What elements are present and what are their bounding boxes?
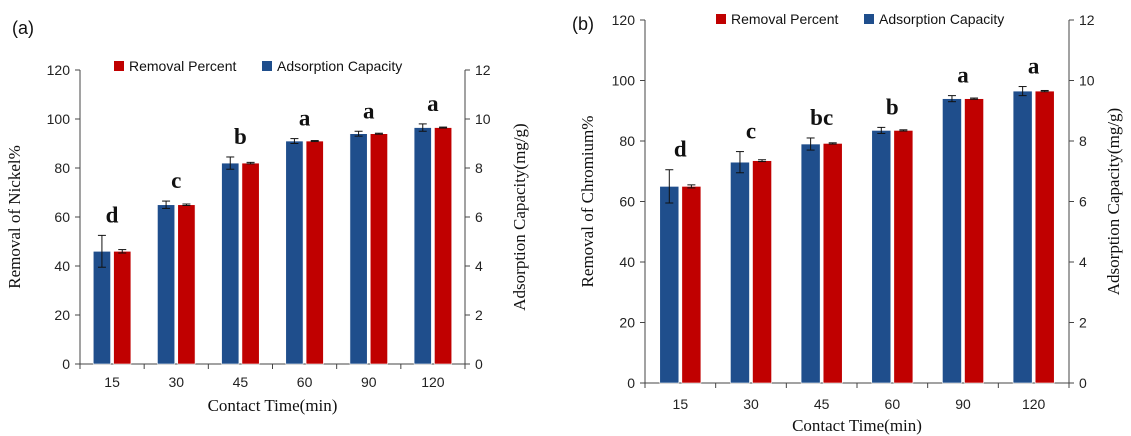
y-axis-label-right: Adsorption Capacity(mg/g): [510, 123, 529, 310]
x-tick-label: 30: [168, 374, 184, 390]
y-tick-label-right: 4: [475, 258, 483, 274]
removal-percent-bar: [1034, 90, 1055, 384]
y-tick-label-left: 60: [619, 194, 635, 210]
x-tick-label: 45: [814, 396, 830, 412]
significance-letter: c: [171, 168, 181, 193]
y-tick-label-right: 0: [1079, 375, 1087, 391]
legend-label: Adsorption Capacity: [879, 11, 1004, 27]
y-axis-label-left: Removal of Nickel%: [5, 145, 24, 289]
y-tick-label-left: 100: [47, 111, 71, 127]
adsorption-capacity-bar: [221, 162, 240, 365]
adsorption-capacity-bar: [871, 130, 892, 384]
removal-percent-bar: [893, 130, 914, 384]
removal-percent-bar: [681, 186, 702, 384]
removal-percent-bar: [369, 133, 388, 365]
significance-letter: a: [363, 98, 375, 123]
panel-label: (a): [12, 18, 34, 38]
adsorption-capacity-bar: [92, 251, 111, 365]
adsorption-capacity-bar: [659, 186, 680, 384]
x-tick-label: 15: [673, 396, 689, 412]
removal-percent-bar: [434, 127, 453, 365]
y-tick-label-right: 8: [475, 160, 483, 176]
legend-label: Removal Percent: [129, 58, 236, 74]
removal-percent-bar: [305, 140, 324, 365]
significance-letter: c: [746, 119, 756, 144]
significance-letter: a: [957, 63, 969, 88]
y-tick-label-left: 40: [619, 254, 635, 270]
y-tick-label-left: 80: [54, 160, 70, 176]
x-tick-label: 15: [104, 374, 120, 390]
significance-letter: a: [1028, 54, 1040, 79]
y-axis-label-right: Adsorption Capacity(mg/g): [1104, 108, 1123, 295]
removal-percent-bar: [822, 143, 843, 384]
adsorption-capacity-bar: [1012, 90, 1033, 384]
y-tick-label-right: 6: [1079, 194, 1087, 210]
x-tick-label: 90: [955, 396, 971, 412]
y-tick-label-left: 120: [612, 12, 636, 28]
x-axis-label: Contact Time(min): [208, 396, 338, 415]
removal-percent-bar: [752, 160, 772, 384]
x-tick-label: 60: [297, 374, 313, 390]
y-tick-label-right: 10: [475, 111, 491, 127]
significance-letter: a: [427, 91, 439, 116]
y-tick-label-left: 60: [54, 209, 70, 225]
legend-swatch: [716, 14, 726, 24]
y-tick-label-left: 120: [47, 62, 71, 78]
y-tick-label-left: 100: [612, 73, 636, 89]
legend-swatch: [114, 61, 124, 71]
x-tick-label: 120: [1022, 396, 1046, 412]
panel-label: (b): [572, 14, 594, 34]
chart-panel-b: (b) 0 20 40 60 80 100 120 0 2 4 6 8 10 12 15 30 45 60 90 120…: [572, 11, 1123, 435]
adsorption-capacity-bar: [942, 98, 962, 384]
y-tick-label-right: 12: [1079, 12, 1095, 28]
significance-letter: d: [106, 202, 119, 227]
significance-letter: d: [674, 137, 687, 162]
significance-letter: b: [886, 94, 899, 119]
adsorption-capacity-bar: [413, 127, 432, 365]
x-tick-label: 120: [421, 374, 445, 390]
removal-percent-bar: [177, 204, 196, 365]
x-axis-label: Contact Time(min): [792, 416, 922, 435]
adsorption-capacity-bar: [800, 143, 821, 384]
significance-letter: b: [234, 124, 247, 149]
y-tick-label-left: 80: [619, 133, 635, 149]
y-tick-label-right: 12: [475, 62, 491, 78]
y-tick-label-right: 0: [475, 356, 483, 372]
y-tick-label-left: 20: [54, 307, 70, 323]
y-tick-label-right: 2: [1079, 315, 1087, 331]
legend-swatch: [262, 61, 272, 71]
y-axis-label-left: Removal of Chromium%: [578, 116, 597, 288]
chart-panel-a: (a) 0 20 40 60 80 100 120 0 2 4 6 8 10 12 15 30 45 60 90 120…: [5, 18, 529, 415]
x-tick-label: 45: [233, 374, 249, 390]
adsorption-capacity-bar: [349, 133, 368, 365]
x-tick-label: 90: [361, 374, 377, 390]
y-tick-label-right: 10: [1079, 73, 1095, 89]
x-tick-label: 60: [885, 396, 901, 412]
y-tick-label-left: 0: [627, 375, 635, 391]
adsorption-capacity-bar: [157, 204, 176, 365]
legend-swatch: [864, 14, 874, 24]
adsorption-capacity-bar: [285, 140, 304, 365]
removal-percent-bar: [241, 162, 260, 365]
y-tick-label-right: 6: [475, 209, 483, 225]
significance-letter: bc: [810, 105, 833, 130]
y-tick-label-right: 4: [1079, 254, 1087, 270]
removal-percent-bar: [964, 98, 984, 384]
y-tick-label-right: 8: [1079, 133, 1087, 149]
y-tick-label-left: 0: [62, 356, 70, 372]
legend-label: Adsorption Capacity: [277, 58, 402, 74]
adsorption-capacity-bar: [730, 161, 750, 384]
y-tick-label-right: 2: [475, 307, 483, 323]
removal-percent-bar: [113, 251, 132, 365]
legend-label: Removal Percent: [731, 11, 838, 27]
significance-letter: a: [299, 106, 311, 131]
y-tick-label-left: 40: [54, 258, 70, 274]
y-tick-label-left: 20: [619, 315, 635, 331]
x-tick-label: 30: [743, 396, 759, 412]
